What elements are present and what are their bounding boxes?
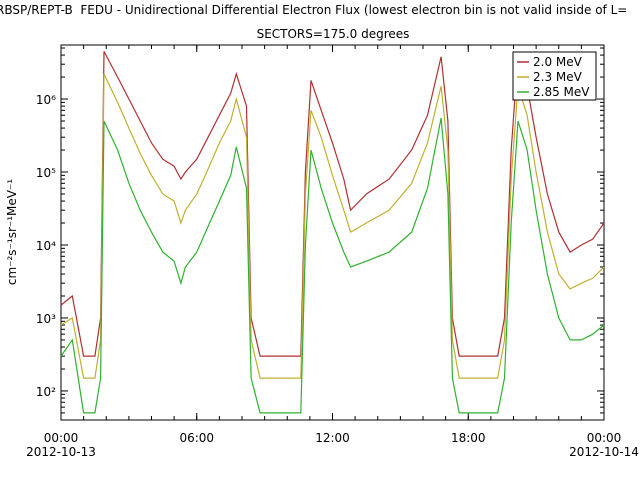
y-tick-label: 10⁴	[36, 239, 56, 253]
x-tick-label: 06:00	[179, 431, 214, 445]
y-tick-label: 10⁵	[36, 166, 56, 180]
x-tick-date: 2012-10-14	[569, 445, 639, 459]
x-tick-label: 12:00	[315, 431, 350, 445]
legend-box	[512, 51, 597, 101]
chart-title: RBSP/REPT-B FEDU - Unidirectional Differ…	[0, 3, 627, 17]
legend-label: 2.0 MeV	[533, 55, 583, 69]
y-tick-label: 10²	[36, 385, 56, 399]
legend-label: 2.85 MeV	[533, 85, 590, 99]
x-tick-label: 00:00	[44, 431, 79, 445]
series-line	[60, 73, 605, 379]
y-tick-label: 10⁶	[36, 93, 56, 107]
series-line	[60, 117, 605, 414]
x-tick-label: 18:00	[451, 431, 486, 445]
chart-subtitle: SECTORS=175.0 degrees	[257, 27, 410, 41]
x-tick-label: 00:00	[587, 431, 622, 445]
series-line	[60, 51, 605, 357]
y-tick-label: 10³	[36, 312, 56, 326]
x-tick-date: 2012-10-13	[26, 445, 96, 459]
legend-label: 2.3 MeV	[533, 70, 583, 84]
y-axis-label: cm⁻²s⁻¹sr⁻¹MeV⁻¹	[5, 179, 19, 285]
